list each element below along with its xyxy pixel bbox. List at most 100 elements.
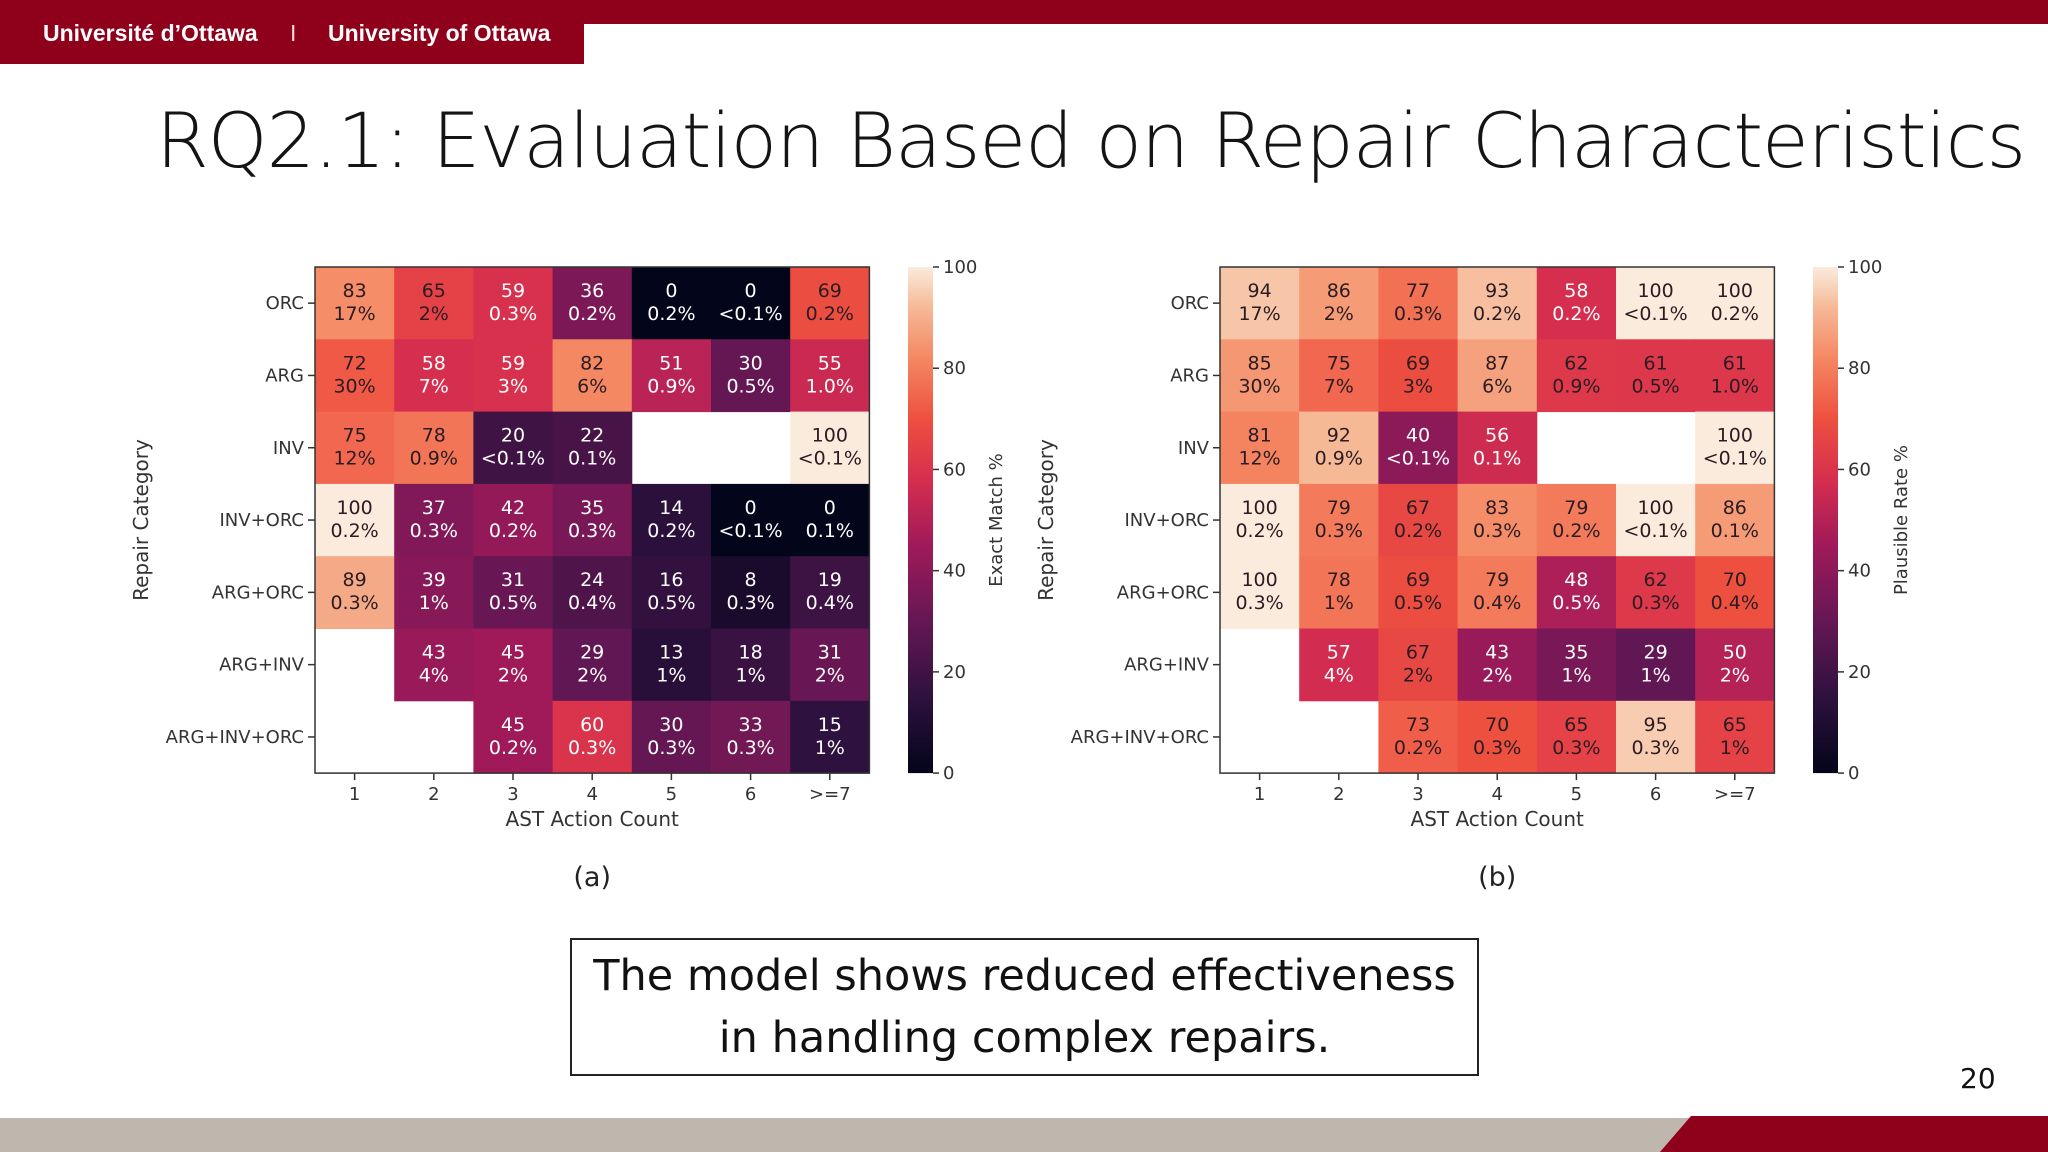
heatmap-cell <box>1299 267 1379 340</box>
cell-share-label: 2% <box>498 665 528 687</box>
cell-value-label: 19 <box>818 569 842 591</box>
cell-share-label: 0.3% <box>1394 303 1442 325</box>
cell-share-label: <0.1% <box>1623 520 1687 542</box>
heatmap-cell <box>394 483 474 557</box>
x-tick-label: 4 <box>586 784 597 805</box>
cell-share-label: 0.5% <box>726 375 774 397</box>
cell-share-label: 0.3% <box>330 592 378 614</box>
cell-share-label: 0.3% <box>1473 520 1521 542</box>
cell-value-label: 95 <box>1644 714 1668 736</box>
heatmap-cell <box>790 700 870 774</box>
heatmap-cell <box>1695 339 1775 413</box>
x-tick-label: 1 <box>1254 784 1265 805</box>
heatmap-cell <box>1695 556 1775 629</box>
heatmap-cell <box>1457 411 1538 485</box>
cell-share-label: 1% <box>1561 665 1591 687</box>
cell-share-label: 2% <box>577 665 607 687</box>
cell-value-label: 69 <box>818 280 842 302</box>
cell-value-label: 86 <box>1327 280 1351 302</box>
heatmap-cell <box>1220 339 1300 413</box>
cell-value-label: 65 <box>1564 714 1588 736</box>
cell-value-label: 65 <box>1723 714 1747 736</box>
cell-share-label: 1% <box>1720 737 1750 759</box>
panel-label: (b) <box>1478 862 1516 893</box>
heatmap-cell <box>1616 556 1696 629</box>
heatmap-cell <box>711 483 791 557</box>
colorbar-tick-label: 20 <box>943 662 966 683</box>
heatmap-cell <box>711 700 791 774</box>
cell-share-label: 1% <box>1324 592 1354 614</box>
heatmap-cell <box>1457 267 1538 340</box>
heatmap-cell <box>473 339 554 413</box>
heatmap-cell <box>473 483 554 557</box>
cell-value-label: 40 <box>1406 425 1430 447</box>
heatmap-cell <box>1616 483 1696 557</box>
heatmap-cell <box>394 339 474 413</box>
cell-value-label: 78 <box>422 425 446 447</box>
colorbar-tick-label: 40 <box>943 561 966 582</box>
y-tick-label: ARG+INV+ORC <box>1071 727 1209 748</box>
cell-value-label: 55 <box>818 352 842 374</box>
heatmap-cell <box>711 339 791 413</box>
colorbar-tick-label: 80 <box>943 358 966 379</box>
y-tick-label: ARG <box>1170 365 1209 386</box>
cell-share-label: 0.5% <box>1394 592 1442 614</box>
cell-value-label: 67 <box>1406 497 1430 519</box>
cell-value-label: 37 <box>422 497 446 519</box>
cell-value-label: 59 <box>501 352 525 374</box>
cell-share-label: 3% <box>498 375 528 397</box>
cell-value-label: 79 <box>1485 569 1509 591</box>
cell-share-label: 0.1% <box>568 448 616 470</box>
cell-share-label: 7% <box>419 375 449 397</box>
cell-share-label: 1.0% <box>1711 375 1759 397</box>
cell-share-label: 2% <box>815 665 845 687</box>
cell-share-label: 0.5% <box>1631 375 1679 397</box>
heatmap-cell <box>1378 411 1459 485</box>
cell-value-label: 100 <box>336 497 372 519</box>
cell-share-label: 0.2% <box>1711 303 1759 325</box>
cell-share-label: 0.2% <box>1552 520 1600 542</box>
heatmap-cell <box>552 267 633 340</box>
heatmap-cell <box>790 628 870 702</box>
cell-share-label: <0.1% <box>1703 448 1767 470</box>
cell-value-label: 67 <box>1406 642 1430 664</box>
cell-value-label: 89 <box>343 569 367 591</box>
heatmap-cell <box>1378 267 1459 340</box>
heatmap-cell <box>394 556 474 629</box>
cell-value-label: 22 <box>580 425 604 447</box>
x-tick-label: 4 <box>1491 784 1502 805</box>
cell-value-label: 31 <box>818 642 842 664</box>
cell-value-label: 100 <box>1717 425 1753 447</box>
cell-share-label: 4% <box>419 665 449 687</box>
cell-share-label: 12% <box>1238 448 1280 470</box>
cell-value-label: 29 <box>1644 642 1668 664</box>
cell-value-label: 39 <box>422 569 446 591</box>
cell-value-label: 33 <box>739 714 763 736</box>
heatmap-cell <box>711 556 791 629</box>
cell-share-label: 0.3% <box>489 303 537 325</box>
cell-value-label: 69 <box>1406 569 1430 591</box>
cell-value-label: 100 <box>812 425 848 447</box>
heatmap-cell <box>1695 628 1775 702</box>
cell-share-label: 30% <box>333 375 375 397</box>
cell-value-label: 45 <box>501 642 525 664</box>
cell-share-label: 0.5% <box>1552 592 1600 614</box>
heatmap-cell <box>1378 339 1459 413</box>
brand-name-fr: Université d’Ottawa <box>43 20 258 46</box>
cell-value-label: 57 <box>1327 642 1351 664</box>
cell-value-label: 78 <box>1327 569 1351 591</box>
cell-value-label: 100 <box>1637 280 1673 302</box>
y-tick-label: ARG+ORC <box>1117 582 1209 603</box>
cell-value-label: 85 <box>1248 352 1272 374</box>
heatmap-cell <box>473 411 554 485</box>
heatmap-cell <box>1616 339 1696 413</box>
heatmap-cell <box>394 267 474 340</box>
cell-share-label: 0.2% <box>1394 520 1442 542</box>
cell-share-label: 0.3% <box>726 737 774 759</box>
y-axis-label: Repair Category <box>129 439 153 601</box>
cell-share-label: 0.2% <box>489 520 537 542</box>
y-tick-label: INV <box>273 438 305 459</box>
cell-value-label: 83 <box>343 280 367 302</box>
callout-line-2: in handling complex repairs. <box>718 1013 1331 1063</box>
cell-share-label: 0.3% <box>1473 737 1521 759</box>
